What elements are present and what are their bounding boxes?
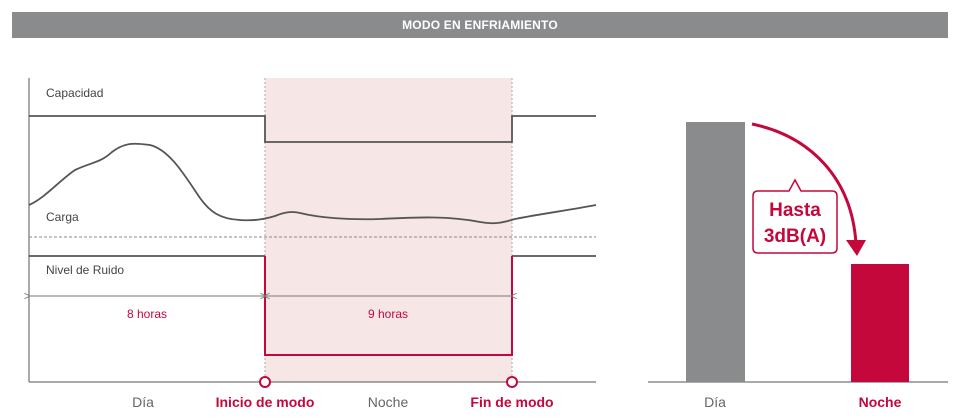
mode-start-marker xyxy=(259,376,271,388)
noise-night-line xyxy=(264,256,513,356)
load-label: Carga xyxy=(46,210,79,224)
load-curve xyxy=(28,142,597,225)
section-title: MODO EN ENFRIAMIENTO xyxy=(402,18,558,32)
day-noise-bar xyxy=(686,122,745,382)
day-duration-label: 8 horas xyxy=(127,307,167,321)
right-label-day: Día xyxy=(704,394,726,410)
right-label-night: Noche xyxy=(859,394,902,410)
section-title-banner: MODO EN ENFRIAMIENTO xyxy=(12,12,948,38)
capacity-label: Capacidad xyxy=(46,86,103,100)
callout-line-1: Hasta xyxy=(769,200,821,221)
reduction-arrowhead xyxy=(846,240,866,256)
reduction-callout: Hasta 3dB(A) xyxy=(752,178,838,254)
x-label-day: Día xyxy=(132,394,154,410)
callout-bubble xyxy=(752,178,838,254)
capacity-line xyxy=(29,115,596,143)
noise-label: Nivel de Ruido xyxy=(46,263,124,277)
night-duration-label: 9 horas xyxy=(368,307,408,321)
night-period-band xyxy=(265,78,512,382)
mode-end-marker xyxy=(506,376,518,388)
x-label-mode-start: Inicio de modo xyxy=(216,394,315,410)
x-label-night: Noche xyxy=(368,394,409,410)
reduction-arrow xyxy=(751,122,858,245)
callout-line-2: 3dB(A) xyxy=(764,226,826,247)
night-noise-bar xyxy=(851,264,909,382)
x-label-mode-end: Fin de modo xyxy=(470,394,553,410)
